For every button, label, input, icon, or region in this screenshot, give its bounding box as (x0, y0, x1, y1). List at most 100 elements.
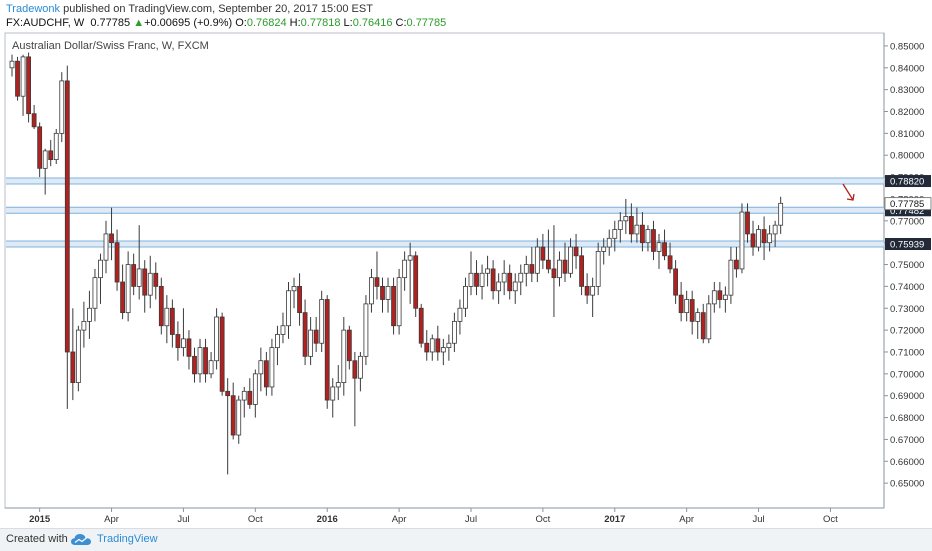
open-label: O: (235, 17, 247, 29)
candle-down (435, 338, 441, 353)
candle-up (634, 224, 640, 235)
candle-down (667, 255, 673, 270)
candle-up (396, 277, 402, 327)
candle-up (463, 285, 468, 309)
candle-down (31, 113, 37, 128)
candle-up (711, 290, 717, 305)
candle-up (9, 60, 15, 69)
candle-up (319, 299, 325, 344)
candle-up (485, 268, 490, 274)
candle-down (673, 268, 678, 296)
candle-down (418, 307, 424, 344)
candle-up (181, 338, 186, 349)
candle-up (275, 334, 280, 349)
price-tick-label: 0.67000 (890, 435, 924, 446)
price-tick-label: 0.80000 (890, 151, 924, 162)
candle-down (374, 277, 380, 287)
price-tick-label: 0.65000 (890, 479, 924, 490)
candle-down (346, 329, 352, 362)
tradingview-link[interactable]: TradingView (97, 533, 158, 545)
candle-up (601, 246, 607, 252)
level-price-tag-label: 0.77482 (890, 206, 924, 217)
candle-down (225, 390, 231, 397)
candle-up (706, 303, 712, 340)
price-tick-label: 0.73000 (890, 304, 924, 315)
level-price-tag (885, 238, 931, 251)
candle-up (402, 259, 408, 279)
candle-down (219, 316, 225, 392)
last-value: 0.77785 (90, 17, 131, 29)
price-tick-label: 0.84000 (890, 63, 924, 74)
candle-down (352, 360, 358, 379)
candle-up (136, 268, 142, 287)
candle-down (186, 338, 192, 357)
candle-down (584, 285, 590, 296)
chart-title: Australian Dollar/Swiss Franc, W, FXCM (12, 40, 209, 52)
publisher-name[interactable]: Tradewonk (6, 3, 61, 15)
candle-up (407, 255, 413, 261)
candle-up (330, 386, 336, 401)
candle-up (457, 307, 463, 322)
candle-down (474, 272, 479, 287)
candle-up (523, 264, 529, 274)
candle-up (534, 246, 540, 274)
candle-up (92, 277, 98, 309)
candle-down (745, 211, 750, 235)
candle-up (125, 264, 131, 314)
candle-up (656, 242, 662, 252)
level-zone (6, 178, 884, 185)
candle-up (496, 281, 502, 292)
candle-up (103, 233, 109, 261)
candle-down (562, 259, 568, 274)
candle-up (451, 320, 457, 344)
candle-up (280, 325, 286, 335)
time-tick-label: 2017 (604, 514, 625, 525)
candle-up (568, 246, 573, 274)
candle-up (595, 251, 601, 287)
published-text: published on TradingView.com, September … (63, 3, 373, 15)
time-tick-label: Jul (465, 514, 477, 525)
candle-down (37, 126, 43, 169)
candle-down (263, 360, 269, 388)
candle-up (291, 285, 297, 292)
candle-down (761, 229, 767, 244)
candle-up (53, 132, 59, 161)
candle-up (518, 272, 524, 283)
candle-up (512, 281, 518, 292)
candle-up (369, 277, 374, 305)
candle-up (728, 259, 734, 296)
price-tick-label: 0.77000 (890, 216, 924, 227)
candle-up (87, 307, 92, 322)
candle-up (557, 259, 562, 279)
candle-up (81, 320, 87, 331)
price-chart[interactable]: 0.65000 0.66000 0.67000 0.68000 0.69000 0.700… (0, 0, 932, 528)
price-tick-label: 0.69000 (890, 391, 924, 402)
up-arrow-icon: ▲ (133, 17, 145, 29)
candle-down (230, 395, 236, 436)
candle-up (357, 355, 363, 379)
candle-down (26, 56, 31, 115)
candle-down (64, 80, 70, 353)
candle-down (529, 264, 535, 274)
candle-down (750, 233, 756, 248)
price-tick-label: 0.66000 (890, 457, 924, 468)
price-tick-label: 0.75000 (890, 260, 924, 271)
candle-down (70, 351, 76, 383)
time-tick-label: Oct (535, 514, 550, 525)
candle-down (324, 299, 330, 401)
symbol-label: FX:AUDCHF, W (6, 17, 85, 29)
candle-up (252, 373, 258, 405)
price-tick-label: 0.71000 (890, 347, 924, 358)
candle-down (651, 229, 656, 252)
candle-down (678, 294, 684, 314)
created-with-text: Created with (6, 533, 68, 545)
candle-up (778, 202, 784, 226)
time-tick-label: Apr (104, 514, 119, 525)
candle-up (363, 303, 369, 357)
candle-up (236, 399, 242, 436)
candle-up (42, 150, 48, 169)
candle-down (142, 268, 148, 296)
candle-up (429, 338, 435, 353)
candle-down (169, 307, 175, 335)
candle-up (341, 329, 347, 383)
